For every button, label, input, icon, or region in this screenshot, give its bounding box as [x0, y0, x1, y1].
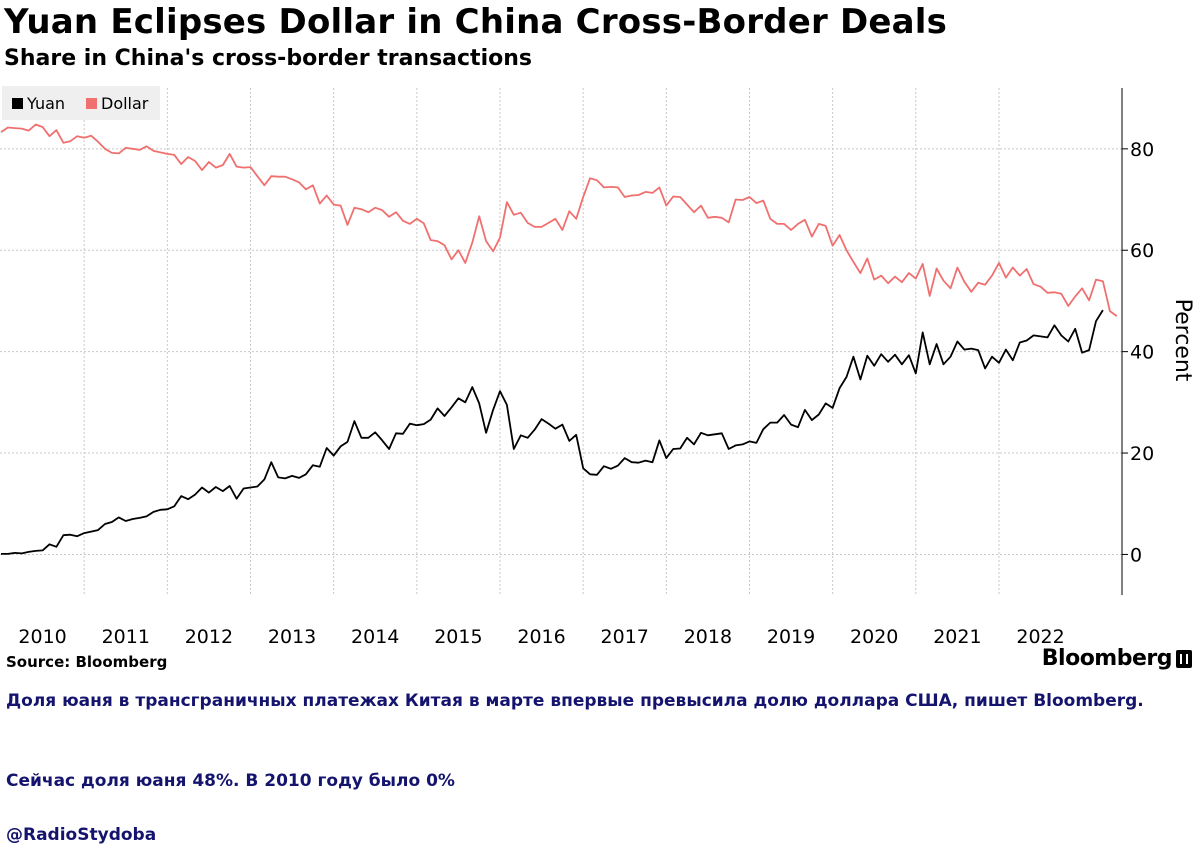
- y-axis-label: Percent: [1170, 299, 1195, 382]
- gridlines: [0, 88, 1122, 595]
- legend-item-dollar: Dollar: [86, 94, 148, 113]
- x-tick-label: 2013: [268, 626, 316, 648]
- x-tick-label: 2014: [351, 626, 399, 648]
- x-tick-label: 2020: [850, 626, 898, 648]
- y-tick-label: 40: [1130, 342, 1154, 364]
- x-tick-label: 2018: [684, 626, 732, 648]
- y-axis: 0 20 40 60 80: [1121, 88, 1154, 595]
- x-tick-label: 2019: [767, 626, 815, 648]
- caption-text-2: Сейчас доля юаня 48%. В 2010 году было 0…: [6, 771, 455, 791]
- bloomberg-terminal-icon: [1176, 649, 1192, 668]
- y-tick-label: 60: [1130, 240, 1154, 262]
- series-line-yuan: [1, 309, 1104, 555]
- legend-item-yuan: Yuan: [12, 94, 65, 113]
- x-tick-label: 2022: [1016, 626, 1064, 648]
- brand-text: Bloomberg: [1041, 646, 1173, 671]
- legend: Yuan Dollar: [2, 86, 160, 120]
- y-tick-label: 80: [1130, 139, 1154, 161]
- series-line-dollar: [0, 123, 1118, 317]
- x-tick-label: 2017: [601, 626, 649, 648]
- y-tick-label: 0: [1130, 544, 1142, 566]
- bloomberg-logo: Bloomberg: [1042, 646, 1192, 671]
- legend-swatch-yuan: [12, 98, 23, 109]
- chart-title: Yuan Eclipses Dollar in China Cross-Bord…: [4, 2, 948, 42]
- chart-subtitle: Share in China's cross-border transactio…: [4, 46, 532, 71]
- series-lines: [0, 123, 1118, 555]
- x-tick-label: 2015: [434, 626, 482, 648]
- legend-label-yuan: Yuan: [27, 94, 66, 113]
- source-note: Source: Bloomberg: [6, 653, 168, 671]
- x-tick-label: 2010: [18, 626, 66, 648]
- x-tick-label: 2021: [933, 626, 981, 648]
- caption-handle[interactable]: @RadioStydoba: [6, 825, 157, 845]
- x-axis: 2010 2011 2012 2013 2014 2015 2016 2017 2018 2019…: [18, 626, 1064, 648]
- legend-label-dollar: Dollar: [101, 94, 149, 113]
- y-tick-label: 20: [1130, 443, 1154, 465]
- legend-swatch-dollar: [86, 98, 97, 109]
- x-tick-label: 2016: [517, 626, 565, 648]
- x-tick-label: 2011: [102, 626, 150, 648]
- x-tick-label: 2012: [185, 626, 233, 648]
- caption-text-1: Доля юаня в трансграничных платежах Кита…: [6, 691, 1144, 711]
